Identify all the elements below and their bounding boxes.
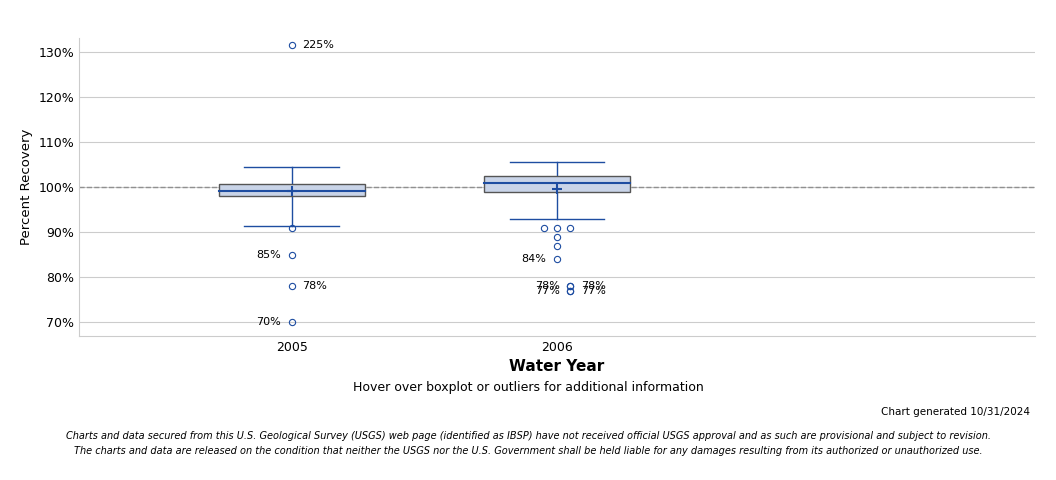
Text: The charts and data are released on the condition that neither the USGS nor the : The charts and data are released on the … xyxy=(74,445,982,456)
Y-axis label: Percent Recovery: Percent Recovery xyxy=(20,129,33,245)
FancyBboxPatch shape xyxy=(484,176,630,192)
Text: 84%: 84% xyxy=(522,254,546,264)
Text: Charts and data secured from this U.S. Geological Survey (USGS) web page (identi: Charts and data secured from this U.S. G… xyxy=(65,431,991,441)
Text: 77%: 77% xyxy=(581,286,606,296)
Text: 78%: 78% xyxy=(302,281,327,291)
FancyBboxPatch shape xyxy=(219,183,364,196)
Text: 70%: 70% xyxy=(257,317,281,327)
Text: Hover over boxplot or outliers for additional information: Hover over boxplot or outliers for addit… xyxy=(353,381,703,394)
Text: 77%: 77% xyxy=(534,286,560,296)
X-axis label: Water Year: Water Year xyxy=(509,360,605,374)
Text: Chart generated 10/31/2024: Chart generated 10/31/2024 xyxy=(881,407,1030,417)
Text: 225%: 225% xyxy=(302,40,334,50)
Text: 78%: 78% xyxy=(534,281,560,291)
Text: 85%: 85% xyxy=(257,250,281,260)
Text: 78%: 78% xyxy=(581,281,606,291)
